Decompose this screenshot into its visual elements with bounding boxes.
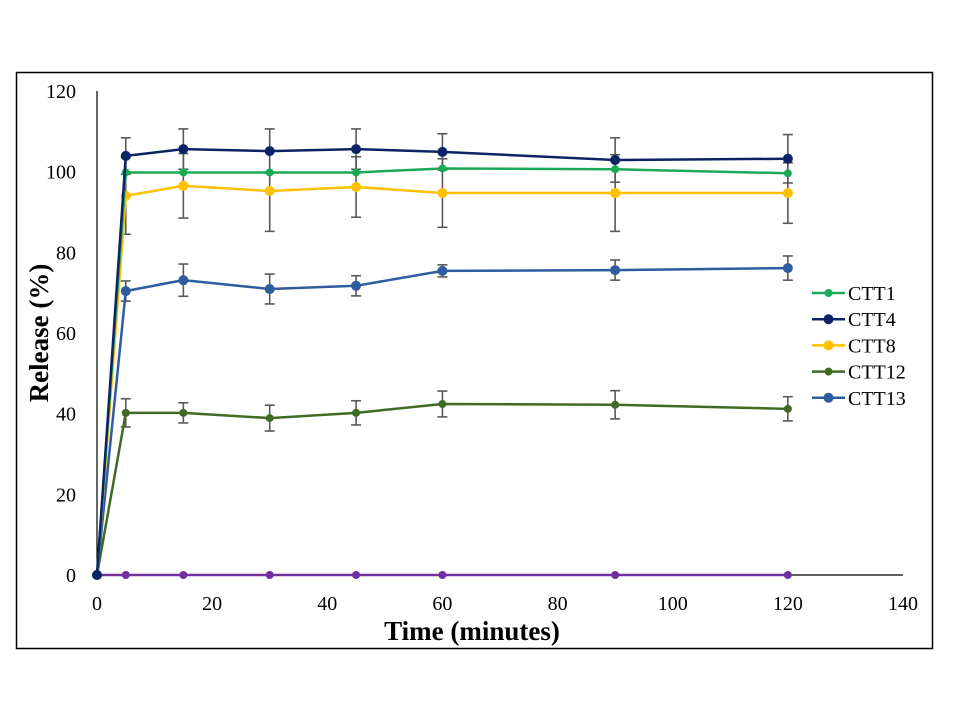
y-tick-label: 80	[56, 242, 76, 264]
series-ctt1	[93, 164, 792, 579]
data-point-ctt13	[782, 263, 793, 274]
legend-item-ctt8: CTT8	[812, 335, 896, 357]
data-point-unlabeled	[783, 571, 792, 579]
data-point-ctt1	[438, 164, 447, 173]
data-point-ctt1	[783, 169, 792, 178]
data-point-unlabeled	[265, 571, 274, 579]
data-point-ctt1	[265, 168, 274, 177]
data-point-ctt8	[610, 188, 621, 199]
series-ctt12	[93, 399, 792, 579]
x-tick-label: 60	[432, 593, 452, 615]
data-point-ctt8	[178, 180, 189, 191]
legend-swatch-marker	[824, 367, 833, 376]
y-tick-label: 120	[46, 81, 76, 103]
x-tick-label: 40	[317, 593, 337, 615]
x-tick-label: 20	[202, 593, 222, 615]
y-tick-labels: 0 20 40 60 80 100 120	[46, 81, 76, 587]
y-tick-label: 100	[46, 162, 76, 184]
data-point-ctt13	[120, 286, 131, 297]
x-tick-label: 0	[92, 593, 102, 615]
legend-label: CTT8	[848, 335, 896, 357]
data-point-ctt1	[179, 168, 188, 177]
data-point-ctt12	[611, 400, 620, 409]
legend-swatch-marker	[823, 340, 834, 351]
x-tick-label: 80	[548, 593, 568, 615]
legend-label: CTT4	[848, 309, 896, 331]
legend-swatch-marker	[824, 289, 833, 297]
legend-label: CTT1	[848, 283, 896, 305]
series-ctt4	[92, 144, 793, 580]
data-point-ctt1	[352, 168, 361, 177]
data-point-unlabeled	[179, 571, 188, 579]
legend-label: CTT12	[848, 362, 906, 384]
chart-frame	[15, 71, 934, 650]
data-point-ctt8	[437, 188, 448, 199]
data-point-ctt4	[120, 150, 131, 161]
legend-label: CTT13	[848, 388, 906, 410]
data-point-ctt12	[783, 404, 792, 413]
data-point-ctt4	[437, 146, 448, 157]
legend-item-ctt1: CTT1	[812, 283, 896, 305]
data-point-ctt1	[611, 165, 620, 174]
x-tick-labels: 0 20 40 60 80 100 120 140	[92, 593, 918, 615]
legend-item-ctt13: CTT13	[812, 388, 906, 410]
data-point-ctt12	[265, 414, 274, 423]
data-point-ctt4	[264, 146, 275, 157]
y-tick-label: 20	[56, 484, 76, 506]
data-point-unlabeled	[121, 571, 130, 579]
legend-item-ctt4: CTT4	[812, 309, 896, 331]
series-layer	[92, 128, 793, 580]
data-point-ctt4	[610, 154, 621, 165]
x-tick-label: 140	[888, 593, 918, 615]
data-point-unlabeled	[611, 571, 620, 579]
series-line-ctt8	[95, 184, 788, 576]
data-point-ctt4	[782, 153, 793, 164]
x-tick-label: 100	[658, 593, 688, 615]
legend: CTT1 CTT4 CTT8 CTT12 CTT13	[812, 283, 906, 410]
data-point-ctt13	[178, 275, 189, 286]
data-point-unlabeled	[438, 571, 447, 579]
data-point-ctt4	[178, 144, 189, 155]
data-point-ctt4	[351, 144, 362, 155]
data-point-ctt13	[351, 280, 362, 291]
data-point-ctt4	[92, 570, 102, 580]
data-point-ctt8	[264, 186, 275, 197]
series-line-ctt1	[95, 167, 788, 576]
data-point-ctt12	[121, 408, 130, 417]
data-point-unlabeled	[352, 571, 361, 579]
data-point-ctt13	[610, 265, 621, 276]
data-point-ctt12	[352, 408, 361, 417]
series-line-ctt13	[95, 266, 788, 576]
legend-swatch-marker	[823, 392, 834, 403]
error-bars-ctt12	[120, 389, 793, 432]
x-axis-title: Time (minutes)	[384, 616, 560, 646]
data-point-ctt8	[782, 188, 793, 199]
series-line-ctt12	[95, 402, 788, 576]
data-point-ctt13	[437, 265, 448, 276]
data-point-ctt13	[264, 284, 275, 295]
y-tick-label: 0	[66, 565, 76, 587]
y-axis-title: Release (%)	[24, 264, 54, 403]
y-tick-label: 60	[56, 323, 76, 345]
series-line-ctt4	[95, 147, 788, 576]
data-point-ctt8	[351, 181, 362, 192]
legend-item-ctt12: CTT12	[812, 362, 906, 384]
x-tick-label: 120	[773, 593, 803, 615]
data-point-ctt12	[179, 408, 188, 417]
legend-swatch-marker	[823, 314, 834, 325]
y-tick-label: 40	[56, 404, 76, 426]
data-point-ctt12	[438, 399, 447, 408]
